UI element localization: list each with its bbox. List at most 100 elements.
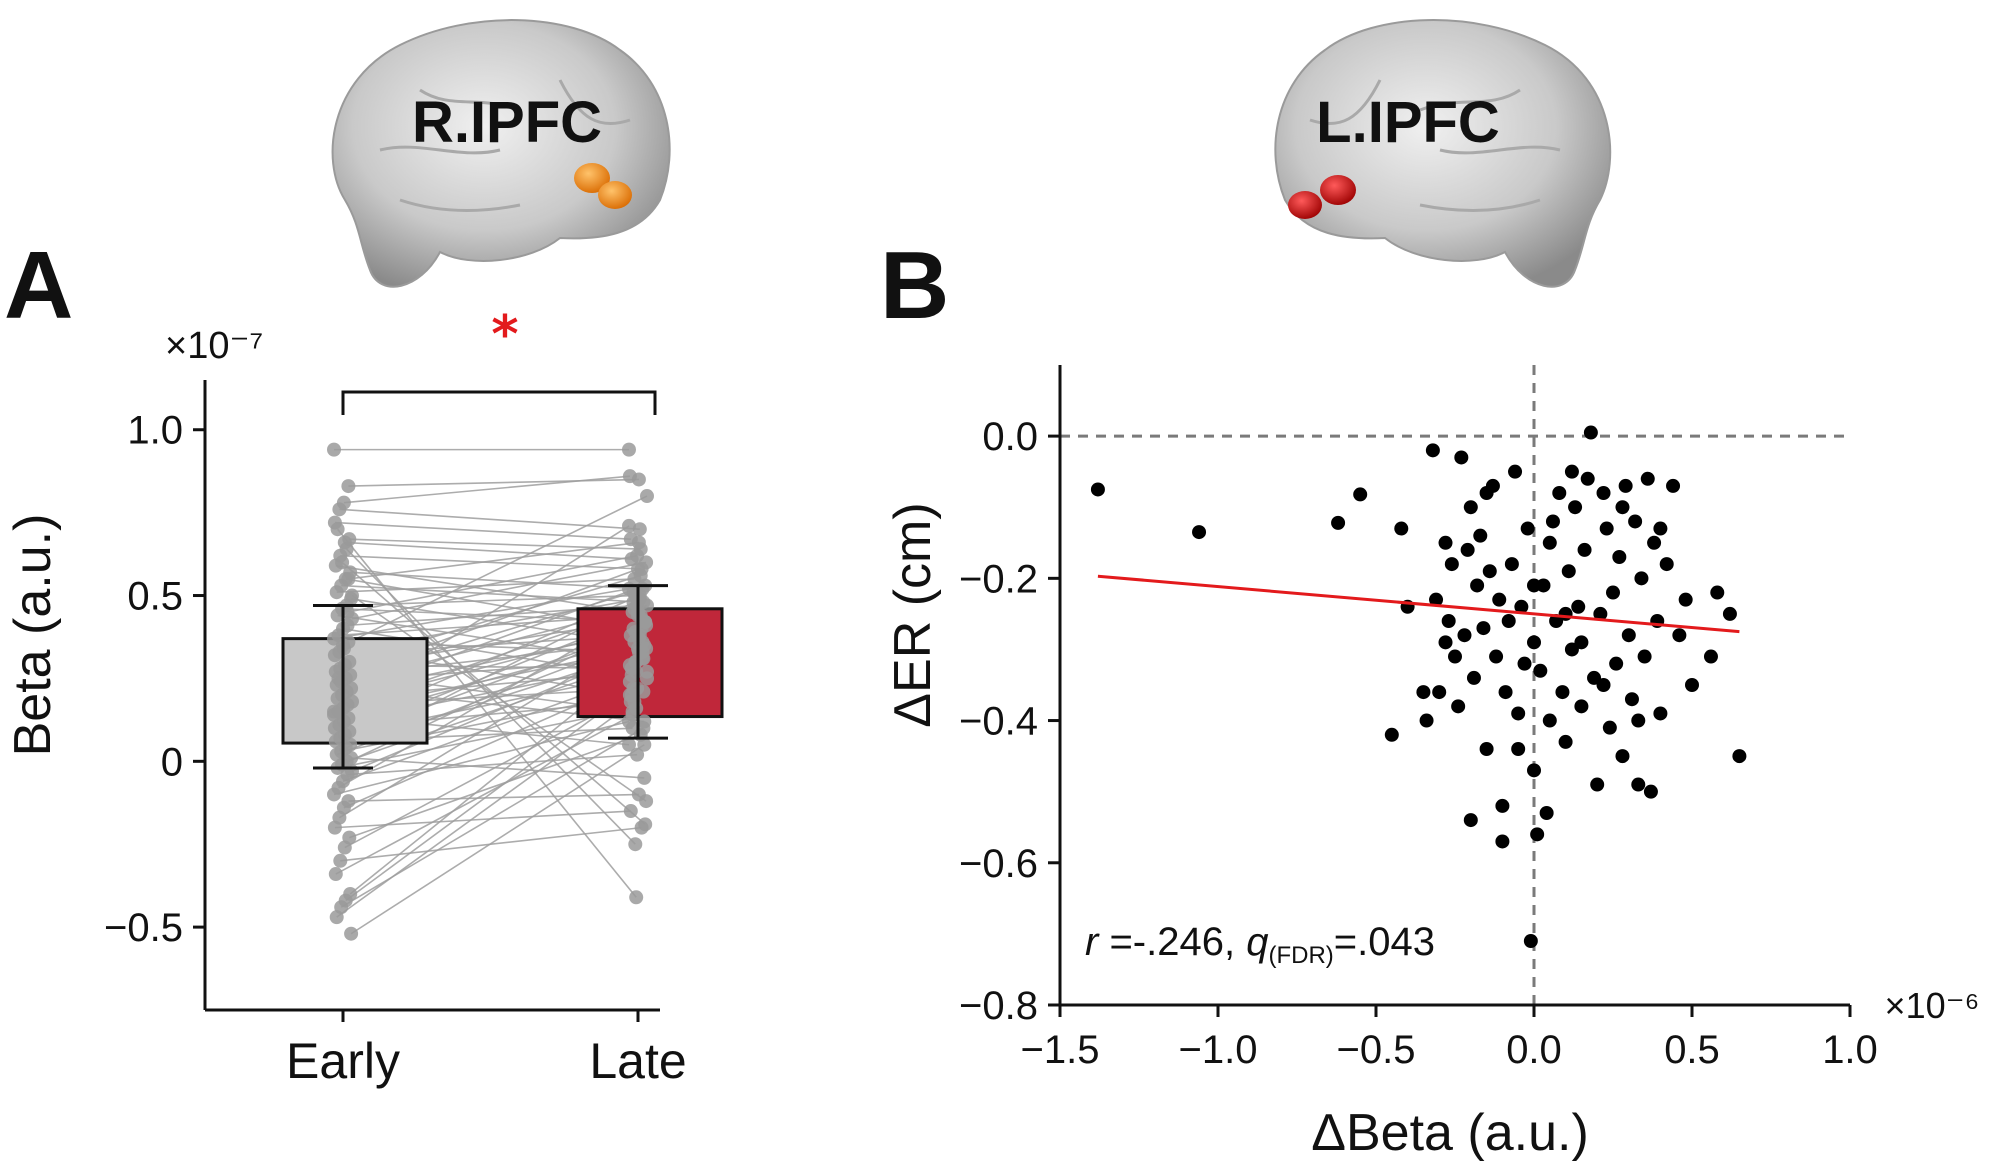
brain-illustration-a: R.IPFC: [331, 19, 671, 288]
paired-line: [344, 694, 633, 849]
scatter-point: [1568, 500, 1583, 515]
scatter-point: [1482, 564, 1497, 579]
scatter-point: [1463, 500, 1478, 515]
significance-star: *: [491, 305, 518, 365]
scatter-point: [1416, 685, 1431, 700]
scatter-point: [1596, 678, 1611, 692]
point-early: [327, 787, 341, 802]
scatter-point: [1609, 656, 1624, 671]
x-tick-label-early: Early: [286, 1033, 400, 1089]
q-sub: (FDR): [1268, 942, 1333, 969]
point-late: [622, 442, 636, 457]
paired-line: [341, 561, 646, 825]
scatter-point: [1628, 514, 1643, 529]
scatter-point: [1438, 535, 1453, 550]
scatter-point: [1466, 670, 1481, 685]
scatter-points: [1090, 425, 1747, 948]
scatter-point: [1564, 464, 1579, 479]
axes-b: −0.8 −0.6 −0.4 −0.2 0.0 −1.5 −1.0 −0.5 0.0 0.5 1.0: [959, 365, 1878, 1072]
axes-a: −0.5 0 0.5 1.0 Early Late: [104, 380, 687, 1089]
scatter-point: [1527, 578, 1541, 593]
scatter-point: [1542, 713, 1557, 728]
paired-line: [336, 700, 635, 918]
scatter-point: [1511, 742, 1526, 756]
scatter-point: [1558, 606, 1573, 621]
brain-label-a: R.IPFC: [412, 90, 602, 155]
paired-line: [349, 538, 641, 550]
scatter-point: [1504, 557, 1519, 572]
x-tick-label-b: 0.0: [1506, 1028, 1562, 1072]
scatter-point: [1580, 471, 1595, 486]
point-late: [637, 737, 652, 752]
paired-line: [333, 720, 630, 796]
scatter-point: [1533, 663, 1548, 678]
scatter-point: [1520, 521, 1535, 536]
point-early: [327, 704, 341, 719]
scatter-point: [1470, 578, 1485, 593]
scatter-point: [1527, 763, 1541, 778]
point-late: [623, 804, 638, 819]
scatter-point: [1517, 656, 1532, 671]
scatter-point: [1501, 614, 1516, 628]
scatter-point: [1672, 628, 1687, 643]
point-late: [622, 518, 636, 533]
brain-label-b: L.IPFC: [1316, 90, 1500, 155]
scatter-point: [1624, 692, 1639, 707]
scatter-point: [1555, 685, 1570, 700]
scatter-point: [1527, 635, 1541, 650]
x-tick-label-b: −0.5: [1337, 1028, 1416, 1072]
paired-line: [335, 714, 633, 875]
r-label: r: [1085, 920, 1100, 964]
scatter-point: [1640, 471, 1655, 486]
scatter-point: [1561, 564, 1576, 579]
paired-line: [348, 793, 639, 802]
point-early: [328, 867, 343, 882]
error-bars: [313, 584, 668, 770]
paired-line: [345, 687, 634, 902]
scatter-point: [1425, 443, 1440, 458]
paired-line: [350, 744, 645, 935]
scatter-point: [1530, 827, 1545, 842]
point-late: [640, 489, 654, 504]
scatter-point: [1476, 621, 1491, 636]
point-late: [625, 707, 640, 722]
reference-lines: [1060, 365, 1850, 1005]
scatter-point: [1429, 592, 1444, 607]
scatter-point: [1552, 486, 1567, 500]
paired-line: [344, 541, 632, 560]
roi-blob-a2: [598, 181, 632, 209]
scatter-point: [1593, 606, 1608, 621]
point-late: [636, 721, 651, 736]
point-early: [327, 442, 341, 457]
paired-line: [339, 508, 640, 531]
paired-line: [348, 541, 639, 580]
scatter-point: [1571, 599, 1586, 614]
point-early: [333, 853, 348, 868]
scatter-point: [1419, 713, 1434, 728]
x-axis-label-b: ΔBeta (a.u.): [1311, 1104, 1589, 1162]
scatter-point: [1539, 806, 1554, 820]
point-early: [327, 648, 342, 663]
scatter-point: [1473, 528, 1488, 543]
point-late: [630, 548, 645, 563]
roi-blob-a1: [574, 163, 610, 193]
scatter-point: [1583, 425, 1598, 440]
scatter-point: [1438, 635, 1453, 650]
paired-line: [347, 753, 638, 776]
scatter-point: [1523, 934, 1538, 948]
scatter-point: [1444, 557, 1459, 572]
regression-fit: [1097, 574, 1740, 634]
point-early: [341, 571, 356, 586]
scatter-point: [1441, 614, 1456, 628]
bars: [281, 607, 724, 745]
scatter-point: [1703, 649, 1718, 664]
point-late: [640, 664, 654, 679]
significance-bracket: [341, 390, 657, 415]
scatter-point: [1492, 592, 1507, 607]
scatter-point: [1602, 720, 1617, 735]
point-late: [637, 770, 652, 785]
panel-letter-b: B: [880, 232, 949, 339]
scatter-point: [1710, 585, 1725, 600]
scatter-point: [1353, 487, 1368, 502]
